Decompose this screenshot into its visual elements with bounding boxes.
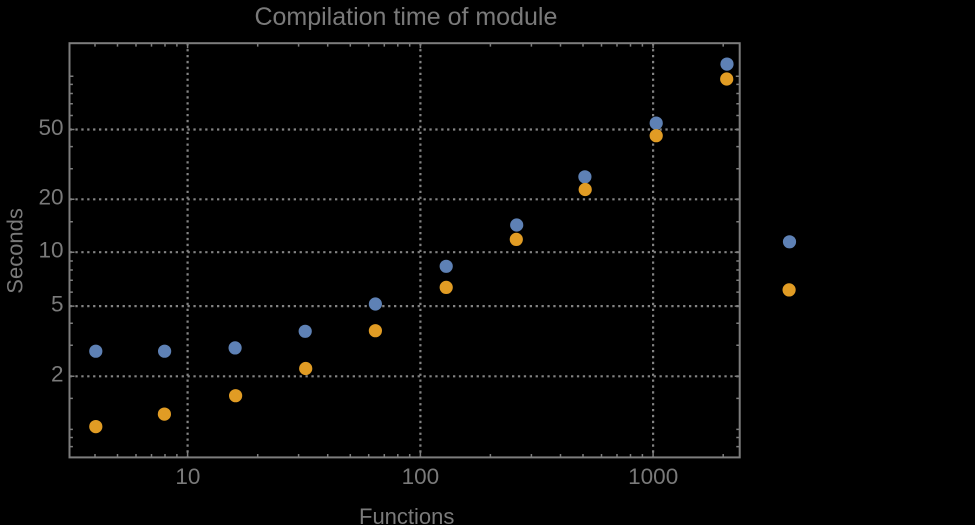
svg-text:1000: 1000 xyxy=(628,464,678,489)
svg-text:100: 100 xyxy=(402,464,440,489)
svg-text:2: 2 xyxy=(51,362,64,387)
svg-text:10: 10 xyxy=(38,238,63,263)
svg-text:Seconds: Seconds xyxy=(3,208,28,294)
svg-text:Functions: Functions xyxy=(359,504,454,525)
svg-text:5: 5 xyxy=(51,291,64,316)
svg-text:50: 50 xyxy=(38,115,63,140)
svg-text:10: 10 xyxy=(175,464,200,489)
svg-text:20: 20 xyxy=(38,185,63,210)
svg-text:Compilation time of module: Compilation time of module xyxy=(254,3,557,31)
